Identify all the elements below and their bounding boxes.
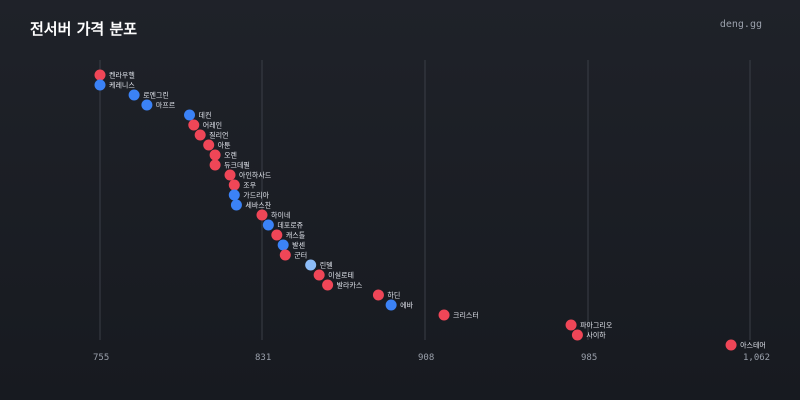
- data-point[interactable]: 조우: [228, 179, 257, 191]
- point-marker[interactable]: [438, 309, 450, 321]
- point-label: 세바스찬: [245, 201, 271, 210]
- data-point[interactable]: 로엔그린: [128, 89, 169, 101]
- chart-title: 전서버 가격 분포: [30, 20, 138, 38]
- point-marker[interactable]: [305, 259, 317, 271]
- point-label: 하이네: [271, 211, 290, 220]
- point-marker[interactable]: [228, 179, 240, 191]
- data-points: 켄라우헬케레니스로엔그린마프르데컨어레인질리언아툰오렌듀크데필아인하사드조우가드…: [94, 69, 766, 351]
- point-marker[interactable]: [209, 149, 221, 161]
- point-marker[interactable]: [203, 139, 215, 151]
- data-point[interactable]: 질리언: [194, 129, 229, 141]
- x-tick-label: 908: [418, 353, 434, 363]
- point-label: 크리스터: [453, 311, 479, 320]
- point-marker[interactable]: [230, 199, 242, 211]
- point-label: 발라카스: [337, 281, 363, 290]
- point-label: 조우: [243, 182, 256, 190]
- point-label: 켄라우헬: [109, 71, 135, 80]
- point-label: 군터: [294, 251, 307, 260]
- grid-layer: [99, 60, 751, 340]
- data-point[interactable]: 린델: [305, 259, 333, 271]
- x-tick-label: 985: [581, 353, 597, 363]
- point-label: 오렌: [224, 151, 237, 160]
- point-label: 마프르: [156, 101, 176, 110]
- data-point[interactable]: 하이네: [256, 209, 291, 221]
- data-point[interactable]: 케레니스: [94, 79, 136, 91]
- data-point[interactable]: 오렌: [209, 149, 237, 161]
- point-label: 사이하: [586, 331, 606, 340]
- data-point[interactable]: 어레인: [188, 119, 222, 131]
- data-point[interactable]: 켄라우헬: [94, 69, 135, 81]
- point-marker[interactable]: [271, 229, 283, 241]
- data-point[interactable]: 데포로쥬: [262, 219, 304, 231]
- point-label: 린델: [320, 261, 333, 270]
- point-label: 가드리아: [243, 191, 269, 200]
- point-marker[interactable]: [322, 279, 334, 291]
- data-point[interactable]: 하딘: [372, 289, 400, 301]
- x-tick-label: 831: [255, 353, 271, 363]
- point-marker[interactable]: [188, 119, 200, 131]
- point-marker[interactable]: [372, 289, 384, 301]
- point-marker[interactable]: [194, 129, 206, 141]
- point-marker[interactable]: [184, 109, 196, 121]
- data-point[interactable]: 아스테어: [725, 339, 766, 351]
- x-axis-ticks: 755 831 908 985 1,062: [93, 353, 770, 363]
- data-point[interactable]: 가드리아: [228, 189, 270, 201]
- point-marker[interactable]: [141, 99, 153, 111]
- point-marker[interactable]: [224, 169, 236, 181]
- data-point[interactable]: 캐스톨: [271, 229, 306, 241]
- data-point[interactable]: 데컨: [184, 109, 212, 121]
- data-point[interactable]: 듀크데필: [209, 159, 250, 171]
- data-point[interactable]: 파아그리오: [565, 319, 613, 331]
- point-label: 이실로테: [328, 271, 354, 280]
- point-marker[interactable]: [256, 209, 268, 221]
- point-label: 로엔그린: [143, 91, 169, 100]
- point-marker[interactable]: [209, 159, 221, 171]
- data-point[interactable]: 이실로테: [313, 269, 354, 281]
- point-label: 듀크데필: [224, 161, 250, 170]
- data-point[interactable]: 크리스터: [438, 309, 479, 321]
- data-point[interactable]: 아인하사드: [224, 169, 272, 181]
- point-marker[interactable]: [277, 239, 289, 251]
- x-tick-label: 1,062: [743, 353, 770, 363]
- data-point[interactable]: 마프르: [141, 99, 176, 111]
- data-point[interactable]: 사이하: [571, 329, 606, 341]
- point-label: 아인하사드: [239, 171, 272, 180]
- point-marker[interactable]: [571, 329, 583, 341]
- point-marker[interactable]: [279, 249, 291, 261]
- point-marker[interactable]: [262, 219, 274, 231]
- point-marker[interactable]: [725, 339, 737, 351]
- data-point[interactable]: 군터: [279, 249, 307, 261]
- point-marker[interactable]: [94, 79, 106, 91]
- data-point[interactable]: 에바: [385, 299, 414, 311]
- point-marker[interactable]: [128, 89, 140, 101]
- point-label: 케레니스: [109, 81, 135, 90]
- point-marker[interactable]: [228, 189, 240, 201]
- data-point[interactable]: 세바스찬: [230, 199, 272, 211]
- data-point[interactable]: 발라카스: [322, 279, 363, 291]
- point-label: 하딘: [387, 291, 400, 300]
- point-marker[interactable]: [94, 69, 106, 81]
- data-point[interactable]: 발센: [277, 239, 305, 251]
- point-label: 아스테어: [740, 341, 766, 350]
- x-tick-label: 755: [93, 353, 109, 363]
- point-label: 캐스톨: [286, 232, 306, 240]
- point-label: 어레인: [203, 121, 222, 130]
- point-label: 데컨: [199, 111, 212, 120]
- point-label: 데포로쥬: [277, 222, 303, 230]
- point-label: 파아그리오: [580, 321, 613, 330]
- point-marker[interactable]: [385, 299, 397, 311]
- point-marker[interactable]: [313, 269, 325, 281]
- point-label: 에바: [400, 301, 413, 310]
- point-marker[interactable]: [565, 319, 577, 331]
- point-label: 발센: [292, 241, 305, 250]
- data-point[interactable]: 아툰: [203, 139, 231, 151]
- point-label: 아툰: [218, 141, 231, 150]
- point-label: 질리언: [209, 131, 228, 140]
- site-watermark: deng.gg: [719, 19, 762, 30]
